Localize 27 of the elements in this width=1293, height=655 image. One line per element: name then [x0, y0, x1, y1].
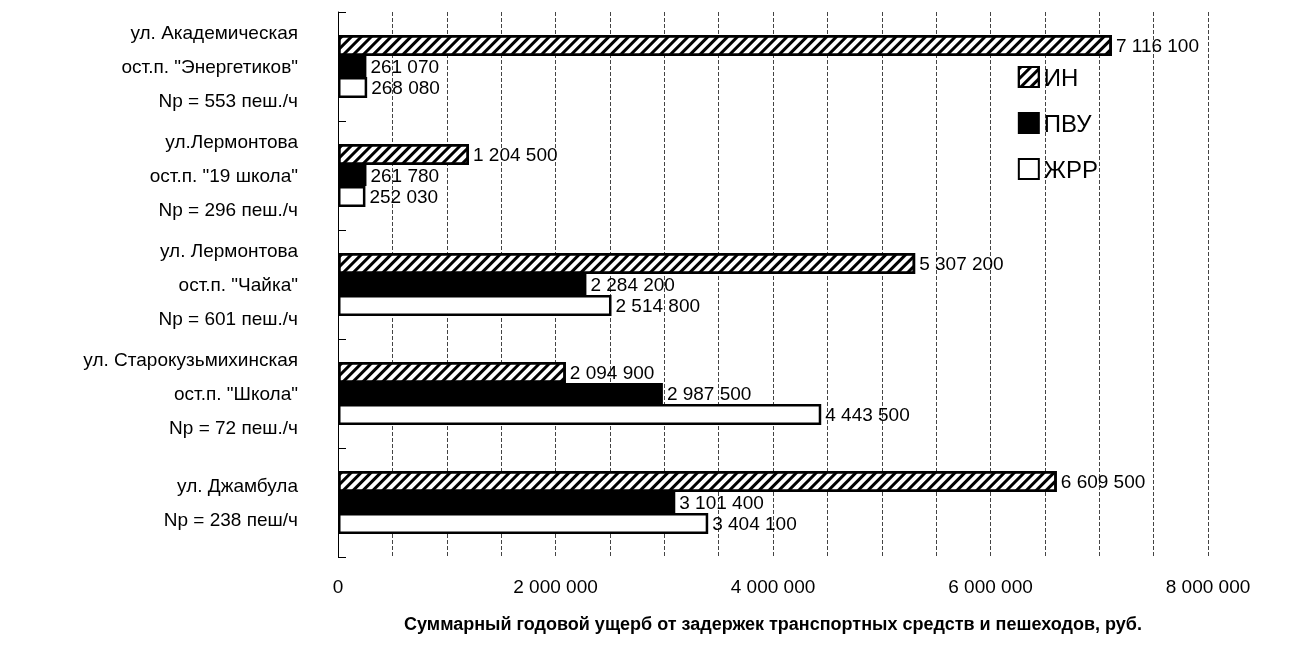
data-label: 2 284 200	[590, 274, 675, 295]
y-tick-label: ул. Джамбула Nр = 238 пеш/ч	[163, 475, 299, 530]
legend-label: ПВУ	[1043, 109, 1093, 137]
data-label: 4 443 500	[825, 404, 910, 425]
data-label: 2 987 500	[666, 383, 752, 404]
data-label: 2 094 900	[569, 362, 655, 383]
data-label: 5 307 200	[919, 253, 1004, 274]
x-tick-label: 0	[332, 576, 344, 597]
data-label: 3 404 100	[712, 513, 797, 534]
legend-label: ЖРР	[1043, 155, 1099, 183]
x-tick-label: 6 000 000	[948, 576, 1033, 597]
x-tick-label: 2 000 000	[513, 576, 598, 597]
y-tick-label: ул. Лермонтова ост.п. "Чайка" Nр = 601 пеш./ч	[158, 240, 299, 329]
data-label: 252 030	[369, 186, 439, 207]
x-tick-label: 4 000 000	[730, 576, 816, 597]
data-label: 6 609 500	[1060, 471, 1146, 492]
legend-label: ИН	[1043, 63, 1079, 91]
x-tick-label: 8 000 000	[1165, 576, 1251, 597]
data-label: 261 780	[370, 165, 440, 186]
data-label: 268 080	[371, 77, 440, 98]
x-axis-title: Суммарный годовой ущерб от задержек транспортных средств и пешеходов, руб.	[404, 614, 1142, 634]
data-label: 3 101 400	[679, 492, 764, 513]
data-label: 1 204 500	[472, 144, 558, 165]
y-tick-label: ул. Старокузьмихинская ост.п. "Школа" Nр = 72 пеш./ч	[83, 349, 298, 438]
data-label: 261 070	[370, 56, 440, 77]
data-label: 7 116 100	[1115, 35, 1199, 56]
data-label: 2 514 800	[615, 295, 701, 316]
